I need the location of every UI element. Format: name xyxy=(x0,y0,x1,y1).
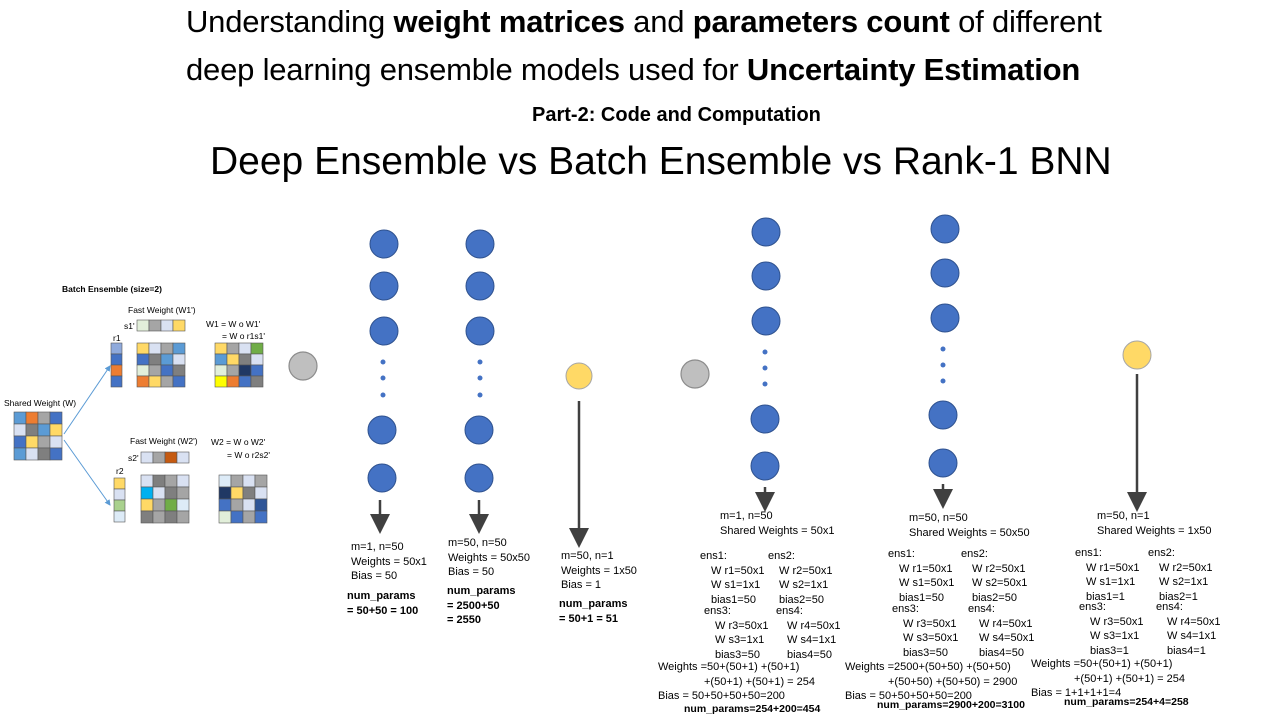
be-col1-ens3: ens3: W r3=50x1 W s3=1x1 bias3=50 xyxy=(704,605,769,661)
output-neuron xyxy=(565,362,593,390)
input-neuron xyxy=(288,351,318,381)
de-col3-num-params: num_params = 50+1 = 51 xyxy=(559,598,628,625)
fast-weight-1-label: Fast Weight (W1') xyxy=(128,305,196,315)
hidden-neuron xyxy=(369,316,399,346)
hidden-neuron xyxy=(465,271,495,301)
s1-label: s1' xyxy=(124,321,135,331)
hidden-neuron xyxy=(465,229,495,259)
be-col3-ens1: ens1: W r1=50x1 W s1=1x1 bias1=1 xyxy=(1075,547,1140,603)
hidden-neuron xyxy=(930,258,960,288)
be-col1-ens1: ens1: W r1=50x1 W s1=1x1 bias1=50 xyxy=(700,550,765,606)
be-col1-header: m=1, n=50 Shared Weights = 50x1 xyxy=(720,510,835,537)
shared-weight-matrix xyxy=(13,411,63,461)
s2-label: s2' xyxy=(128,453,139,463)
title-line-2: deep learning ensemble models used for U… xyxy=(186,52,1081,87)
hidden-neuron xyxy=(464,463,494,493)
be-col2-total: num_params=2900+200=3100 xyxy=(877,699,1025,711)
be-col3-ens2: ens2: W r2=50x1 W s2=1x1 bias2=1 xyxy=(1148,547,1213,603)
batch-ensemble-figure xyxy=(13,319,268,524)
de-col1-stats: m=1, n=50 Weights = 50x1 Bias = 50 xyxy=(351,541,427,582)
be-col1-weights: Weights =50+(50+1) +(50+1) +(50+1) +(50+… xyxy=(658,661,815,702)
be-col3-ens4: ens4: W r4=50x1 W s4=1x1 bias4=1 xyxy=(1156,601,1221,657)
title-line-1: Understanding weight matrices and parame… xyxy=(186,4,1102,39)
ellipsis-dot xyxy=(380,375,386,381)
shared-weight-label: Shared Weight (W) xyxy=(4,398,77,408)
ellipsis-dot xyxy=(380,392,386,398)
be-col3-header: m=50, n=1 Shared Weights = 1x50 xyxy=(1097,510,1212,537)
fast-weight-2-label: Fast Weight (W2') xyxy=(130,436,198,446)
part-heading: Part-2: Code and Computation xyxy=(532,104,821,126)
s1-vector xyxy=(136,319,186,332)
be-col1-ens2: ens2: W r2=50x1 W s2=1x1 bias2=50 xyxy=(768,550,833,606)
hidden-neuron xyxy=(369,229,399,259)
ellipsis-dot xyxy=(940,362,946,368)
ellipsis-dot xyxy=(762,365,768,371)
de-col1-num-params: num_params = 50+50 = 100 xyxy=(347,590,419,617)
w1-result-matrix xyxy=(214,342,264,388)
hidden-neuron xyxy=(928,400,958,430)
w2-equation-a: W2 = W o W2' xyxy=(211,437,266,447)
de-col3-stats: m=50, n=1 Weights = 1x50 Bias = 1 xyxy=(561,550,637,591)
r1-vector xyxy=(110,342,123,388)
be-col2-ens3: ens3: W r3=50x1 W s3=50x1 bias3=50 xyxy=(892,603,959,659)
hidden-neuron xyxy=(369,271,399,301)
be-col2-ens2: ens2: W r2=50x1 W s2=50x1 bias2=50 xyxy=(961,548,1028,604)
ellipsis-dot xyxy=(380,359,386,365)
hidden-neuron xyxy=(930,214,960,244)
hidden-neuron xyxy=(750,451,780,481)
de-col2-num-params: num_params = 2500+50 = 2550 xyxy=(447,585,516,626)
input-neuron xyxy=(680,359,710,389)
batch-ensemble-network xyxy=(680,214,1152,512)
hidden-neuron xyxy=(367,463,397,493)
r2-vector xyxy=(113,477,126,523)
hidden-neuron xyxy=(751,306,781,336)
deep-ensemble-network xyxy=(288,229,593,548)
output-neuron xyxy=(1122,340,1152,370)
ellipsis-dot xyxy=(477,359,483,365)
hidden-neuron xyxy=(465,316,495,346)
hidden-neuron xyxy=(367,415,397,445)
be-col2-weights: Weights =2500+(50+50) +(50+50) +(50+50) … xyxy=(845,661,1018,702)
hidden-neuron xyxy=(928,448,958,478)
be-col2-ens4: ens4: W r4=50x1 W s4=50x1 bias4=50 xyxy=(968,603,1035,659)
batch-ensemble-heading: Batch Ensemble (size=2) xyxy=(62,284,162,294)
r1-label: r1 xyxy=(113,333,121,343)
be-col2-ens1: ens1: W r1=50x1 W s1=50x1 bias1=50 xyxy=(888,548,955,604)
ellipsis-dot xyxy=(940,346,946,352)
comparison-subtitle: Deep Ensemble vs Batch Ensemble vs Rank-… xyxy=(210,140,1112,183)
ellipsis-dot xyxy=(477,375,483,381)
be-col2-header: m=50, n=50 Shared Weights = 50x50 xyxy=(909,512,1030,539)
be-col1-ens4: ens4: W r4=50x1 W s4=1x1 bias4=50 xyxy=(776,605,841,661)
w2-result-matrix xyxy=(218,474,268,524)
hidden-neuron xyxy=(751,217,781,247)
hidden-neuron xyxy=(930,303,960,333)
s2-vector xyxy=(140,451,190,464)
de-col2-stats: m=50, n=50 Weights = 50x50 Bias = 50 xyxy=(448,537,531,578)
r2-label: r2 xyxy=(116,466,124,476)
fast-weight-1-matrix xyxy=(136,342,186,388)
hidden-neuron xyxy=(750,404,780,434)
ellipsis-dot xyxy=(762,381,768,387)
fast-weight-2-matrix xyxy=(140,474,190,524)
hidden-neuron xyxy=(464,415,494,445)
be-col3-total: num_params=254+4=258 xyxy=(1064,696,1189,708)
ellipsis-dot xyxy=(477,392,483,398)
ellipsis-dot xyxy=(940,378,946,384)
be-col3-weights: Weights =50+(50+1) +(50+1) +(50+1) +(50+… xyxy=(1031,658,1185,699)
w1-equation-b: = W o r1s1' xyxy=(222,331,265,341)
ellipsis-dot xyxy=(762,349,768,355)
hidden-neuron xyxy=(751,261,781,291)
be-col3-ens3: ens3: W r3=50x1 W s3=1x1 bias3=1 xyxy=(1079,601,1144,657)
w1-equation-a: W1 = W o W1' xyxy=(206,319,261,329)
w2-equation-b: = W o r2s2' xyxy=(227,450,270,460)
be-col1-total: num_params=254+200=454 xyxy=(684,703,821,715)
